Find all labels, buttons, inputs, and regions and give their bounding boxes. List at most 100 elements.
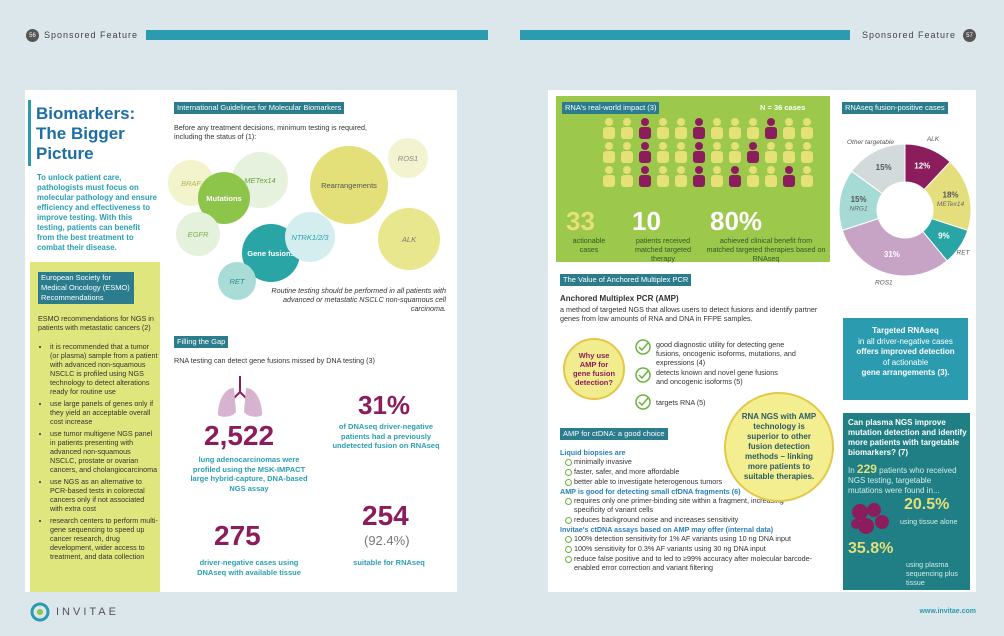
person-icon — [765, 118, 777, 139]
page-title: Biomarkers: The Bigger Picture — [36, 104, 136, 163]
person-icon — [639, 118, 651, 139]
head — [605, 142, 613, 150]
stat: 254 — [362, 500, 409, 531]
line: of actionable — [882, 357, 929, 367]
head — [641, 142, 649, 150]
bubble: RET — [218, 262, 256, 300]
body — [657, 151, 669, 163]
stat: 2,522 — [204, 420, 275, 451]
stat: 275 — [214, 520, 261, 551]
person-icon — [711, 118, 723, 139]
line: gene arrangements (3). — [861, 368, 950, 377]
list-item: 100% detection sensitivity for 1% AF var… — [565, 534, 820, 543]
section-label: Sponsored Feature — [862, 30, 957, 40]
stat: 35.8% — [848, 540, 894, 557]
line: offers improved detection — [856, 347, 955, 356]
head — [731, 142, 739, 150]
stat-desc: of DNAseq driver-negative patients had a… — [332, 422, 440, 450]
section-tag: International Guidelines for Molecular B… — [174, 102, 345, 114]
stat-desc: using tissue alone — [900, 517, 958, 526]
head — [659, 142, 667, 150]
line: in all driver-negative cases — [858, 336, 953, 346]
body — [711, 127, 723, 139]
stat: 31% — [358, 390, 411, 420]
person-icon — [693, 166, 705, 187]
bubble: NTRK1/2/3 — [285, 212, 335, 262]
header-bar — [520, 30, 850, 40]
section-tag: The Value of Anchored Multiplex PCR — [560, 274, 692, 286]
list-item: use NGS as an alternative to PCR-based t… — [50, 477, 158, 513]
intro: To unlock patient care, pathologists mus… — [37, 173, 158, 252]
stat-desc: lung adenocarcinomas were profiled using… — [190, 455, 308, 493]
slice-label: 18% — [943, 190, 959, 199]
logo-mark — [30, 602, 50, 622]
body — [657, 175, 669, 187]
n-label: N = 36 cases — [760, 103, 806, 112]
body — [639, 151, 651, 163]
list-item: research centers to perform multi-gene s… — [50, 516, 158, 561]
head — [713, 118, 721, 126]
head — [695, 166, 703, 174]
person-icon — [639, 166, 651, 187]
head — [749, 166, 757, 174]
body — [747, 151, 759, 163]
people-icons — [603, 118, 813, 187]
esmo-box — [30, 262, 160, 592]
head — [803, 166, 811, 174]
person-icon — [783, 166, 795, 187]
head — [677, 166, 685, 174]
slice-label: 15% — [876, 163, 892, 172]
bubble: ROS1 — [388, 138, 428, 178]
esmo-list: it is recommended that a tumor (or plasm… — [40, 342, 158, 564]
person-icon — [747, 166, 759, 187]
lung-icon — [218, 376, 262, 417]
body — [675, 175, 687, 187]
section-label: Sponsored Feature — [44, 30, 139, 40]
bubble: Rearrangements — [310, 146, 388, 224]
body — [783, 127, 795, 139]
person-icon — [729, 166, 741, 187]
body — [747, 175, 759, 187]
donut-chart: 12%ALK18%METex149%RET31%ROS115%NRG115%Ot… — [838, 136, 972, 287]
body — [639, 175, 651, 187]
body — [801, 127, 813, 139]
section-tag: AMP for ctDNA: a good choice — [560, 428, 668, 440]
list-item: faster, safer, and more affordable — [565, 467, 786, 476]
body — [693, 175, 705, 187]
person-icon — [603, 142, 615, 163]
page-number: 57 — [963, 29, 976, 42]
body — [729, 127, 741, 139]
person-icon — [621, 142, 633, 163]
section-tag: Filling the Gap — [174, 336, 229, 348]
check-item: good diagnostic utility for detecting ge… — [656, 340, 796, 367]
stat-desc: achieved clinical benefit from matched t… — [706, 236, 826, 263]
slice-name: METex14 — [937, 201, 965, 208]
stat-desc: actionable cases — [572, 236, 606, 254]
person-icon — [603, 166, 615, 187]
stat: 20.5% — [904, 496, 950, 513]
body — [711, 151, 723, 163]
ctdna-groups: Liquid biopsies are minimally invasive f… — [560, 448, 812, 573]
person-icon — [675, 166, 687, 187]
list-item: better able to investigate heterogenous … — [565, 477, 786, 486]
donut-slice — [841, 218, 948, 277]
body — [675, 151, 687, 163]
list-item: it is recommended that a tumor (or plasm… — [50, 342, 158, 396]
head — [731, 118, 739, 126]
person-icon — [711, 166, 723, 187]
body — [603, 151, 615, 163]
head — [623, 142, 631, 150]
body — [639, 127, 651, 139]
body — [621, 127, 633, 139]
person-icon — [693, 142, 705, 163]
line: Targeted RNAseq — [872, 326, 939, 335]
bubble: ALK — [378, 208, 440, 270]
person-icon — [729, 142, 741, 163]
bubble: EGFR — [176, 212, 220, 256]
body — [675, 127, 687, 139]
person-icon — [639, 142, 651, 163]
list-item: minimally invasive — [565, 457, 786, 466]
head — [785, 166, 793, 174]
list-item: requires only one primer-binding site wi… — [565, 496, 786, 514]
